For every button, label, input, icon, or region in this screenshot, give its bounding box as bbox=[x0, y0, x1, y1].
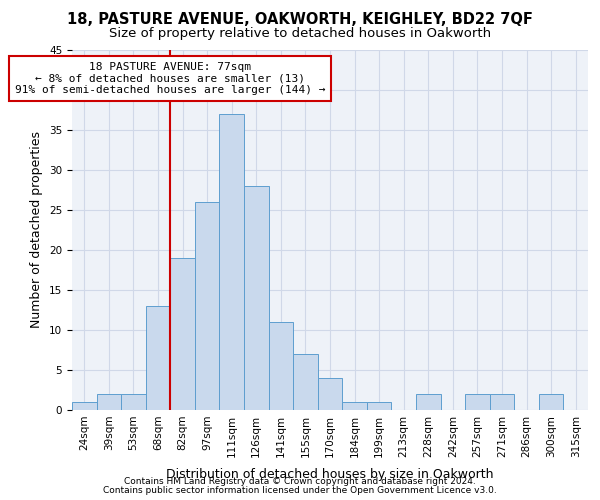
Text: Contains HM Land Registry data © Crown copyright and database right 2024.: Contains HM Land Registry data © Crown c… bbox=[124, 477, 476, 486]
Bar bbox=[170, 258, 195, 410]
Text: Contains public sector information licensed under the Open Government Licence v3: Contains public sector information licen… bbox=[103, 486, 497, 495]
X-axis label: Distribution of detached houses by size in Oakworth: Distribution of detached houses by size … bbox=[166, 468, 494, 481]
Text: 18, PASTURE AVENUE, OAKWORTH, KEIGHLEY, BD22 7QF: 18, PASTURE AVENUE, OAKWORTH, KEIGHLEY, … bbox=[67, 12, 533, 28]
Bar bbox=[97, 394, 121, 410]
Bar bbox=[269, 322, 293, 410]
Text: Size of property relative to detached houses in Oakworth: Size of property relative to detached ho… bbox=[109, 28, 491, 40]
Bar bbox=[367, 402, 391, 410]
Bar bbox=[416, 394, 440, 410]
Y-axis label: Number of detached properties: Number of detached properties bbox=[31, 132, 43, 328]
Bar bbox=[121, 394, 146, 410]
Bar bbox=[318, 378, 342, 410]
Bar bbox=[465, 394, 490, 410]
Bar bbox=[293, 354, 318, 410]
Bar bbox=[342, 402, 367, 410]
Bar bbox=[146, 306, 170, 410]
Bar bbox=[244, 186, 269, 410]
Bar bbox=[72, 402, 97, 410]
Bar bbox=[539, 394, 563, 410]
Text: 18 PASTURE AVENUE: 77sqm
← 8% of detached houses are smaller (13)
91% of semi-de: 18 PASTURE AVENUE: 77sqm ← 8% of detache… bbox=[15, 62, 326, 95]
Bar bbox=[220, 114, 244, 410]
Bar bbox=[195, 202, 220, 410]
Bar bbox=[490, 394, 514, 410]
